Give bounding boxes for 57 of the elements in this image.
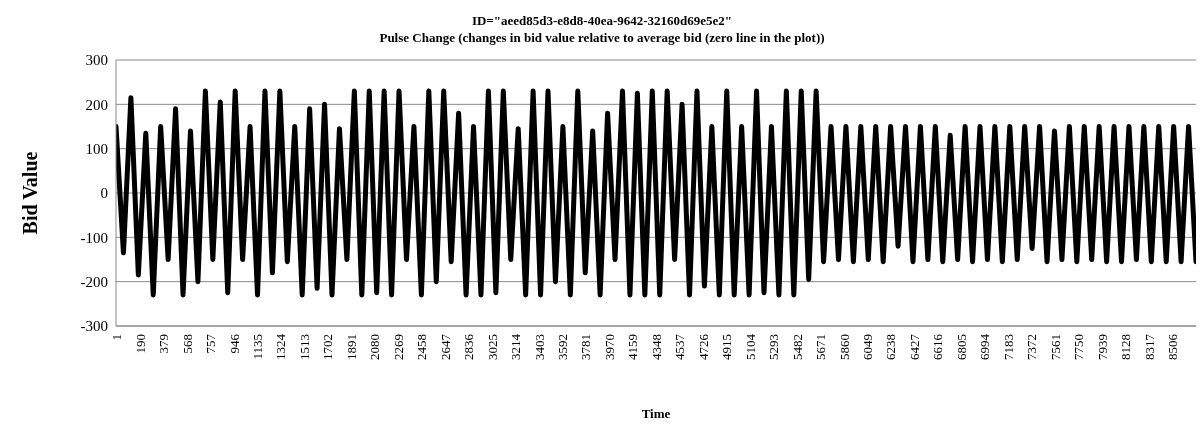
y-axis-title: Bid Value — [19, 151, 42, 235]
x-tick-label: 1702 — [320, 334, 336, 360]
y-tick-label: 0 — [100, 185, 108, 202]
x-tick-label: 5860 — [836, 334, 852, 360]
x-tick-label: 1891 — [343, 334, 359, 360]
y-tick-label: 100 — [85, 140, 108, 157]
x-tick-label: 8506 — [1165, 333, 1181, 360]
x-tick-label: 5293 — [766, 334, 782, 360]
x-tick-label: 5482 — [789, 334, 805, 360]
x-tick-label: 1 — [109, 334, 125, 341]
x-tick-label: 3781 — [578, 334, 594, 360]
x-tick-label: 7750 — [1071, 334, 1087, 360]
x-tick-label: 7561 — [1047, 334, 1063, 360]
x-tick-label: 946 — [226, 333, 242, 354]
x-tick-label: 568 — [179, 334, 195, 354]
x-tick-label: 8317 — [1141, 333, 1157, 360]
y-tick-label: -300 — [80, 318, 108, 335]
x-tick-label: 2647 — [437, 333, 453, 360]
x-tick-label: 3592 — [555, 334, 571, 360]
x-tick-label: 7183 — [1000, 334, 1016, 360]
y-tick-label: 200 — [85, 96, 108, 113]
x-tick-label: 4348 — [648, 334, 664, 360]
x-tick-label: 379 — [156, 334, 172, 354]
x-tick-label: 6427 — [906, 333, 922, 360]
x-tick-label: 6616 — [930, 333, 946, 360]
x-tick-label: 6049 — [860, 334, 876, 360]
x-tick-label: 1324 — [273, 333, 289, 360]
x-tick-label: 1513 — [296, 334, 312, 360]
x-tick-label: 3025 — [484, 334, 500, 360]
x-axis-title: Time — [641, 406, 671, 421]
x-tick-label: 3403 — [531, 334, 547, 360]
x-tick-label: 4726 — [695, 333, 711, 360]
y-tick-label: 300 — [85, 52, 108, 69]
x-tick-label: 2269 — [390, 334, 406, 360]
x-tick-label: 3970 — [601, 334, 617, 360]
x-tick-label: 4159 — [625, 334, 641, 360]
x-tick-label: 6238 — [883, 334, 899, 360]
x-tick-label: 7372 — [1024, 334, 1040, 360]
x-tick-label: 7939 — [1094, 334, 1110, 360]
x-tick-label: 6805 — [953, 334, 969, 360]
chart-subtitle: Pulse Change (changes in bid value relative to average bid (zero line in the plot)) — [378, 29, 826, 46]
x-tick-label: 1135 — [250, 334, 265, 360]
x-tick-label: 2836 — [461, 333, 477, 360]
x-tick-label: 5104 — [742, 333, 758, 360]
x-tick-label: 3214 — [508, 333, 524, 360]
y-tick-label: -200 — [80, 273, 108, 290]
x-tick-label: 2080 — [367, 334, 383, 360]
y-tick-label: -100 — [80, 229, 108, 246]
chart-title: ID="aeed85d3-e8d8-40ea-9642-32160d69e5e2" — [470, 12, 734, 29]
x-tick-label: 6994 — [977, 333, 993, 360]
x-tick-label: 4915 — [719, 334, 735, 360]
x-tick-label: 190 — [132, 334, 148, 354]
x-tick-label: 5671 — [813, 334, 829, 360]
x-tick-label: 4537 — [672, 333, 688, 360]
x-tick-label: 8128 — [1118, 334, 1134, 360]
x-tick-label: 2458 — [414, 334, 430, 360]
x-tick-label: 757 — [203, 333, 219, 354]
